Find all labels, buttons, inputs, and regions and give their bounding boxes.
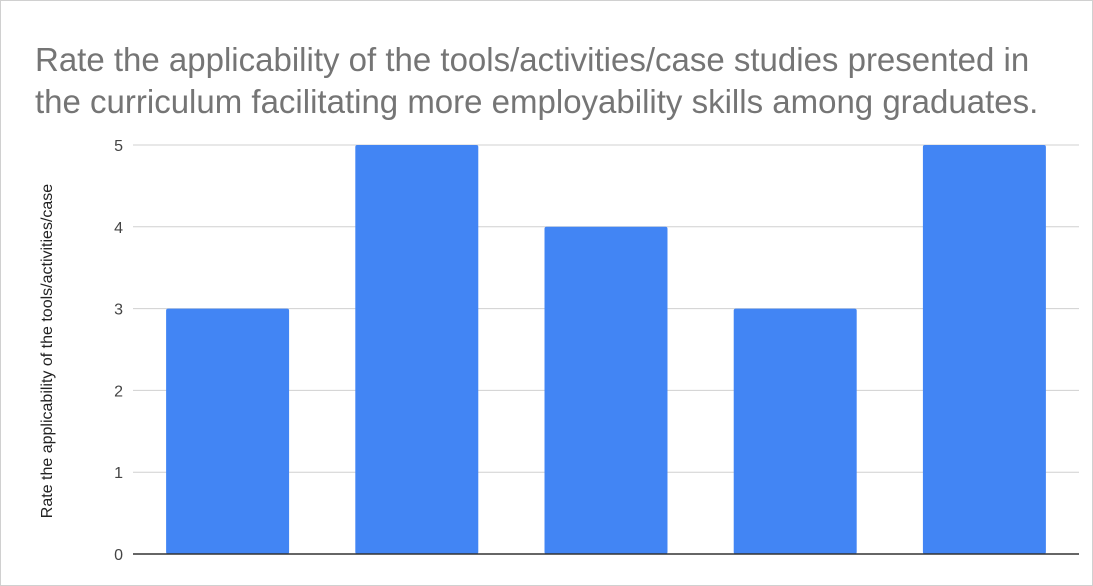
y-tick-label: 1 — [114, 465, 123, 482]
y-tick-label: 4 — [114, 220, 123, 237]
bar — [544, 226, 668, 555]
y-tick-label: 0 — [114, 547, 123, 564]
bar — [733, 308, 857, 554]
bar — [922, 145, 1046, 554]
y-tick-label: 5 — [114, 138, 123, 155]
y-tick-label: 3 — [114, 302, 123, 319]
bar — [166, 308, 290, 554]
bar — [355, 145, 479, 554]
y-tick-label: 2 — [114, 383, 123, 400]
chart-title: Rate the applicability of the tools/acti… — [35, 41, 1039, 120]
